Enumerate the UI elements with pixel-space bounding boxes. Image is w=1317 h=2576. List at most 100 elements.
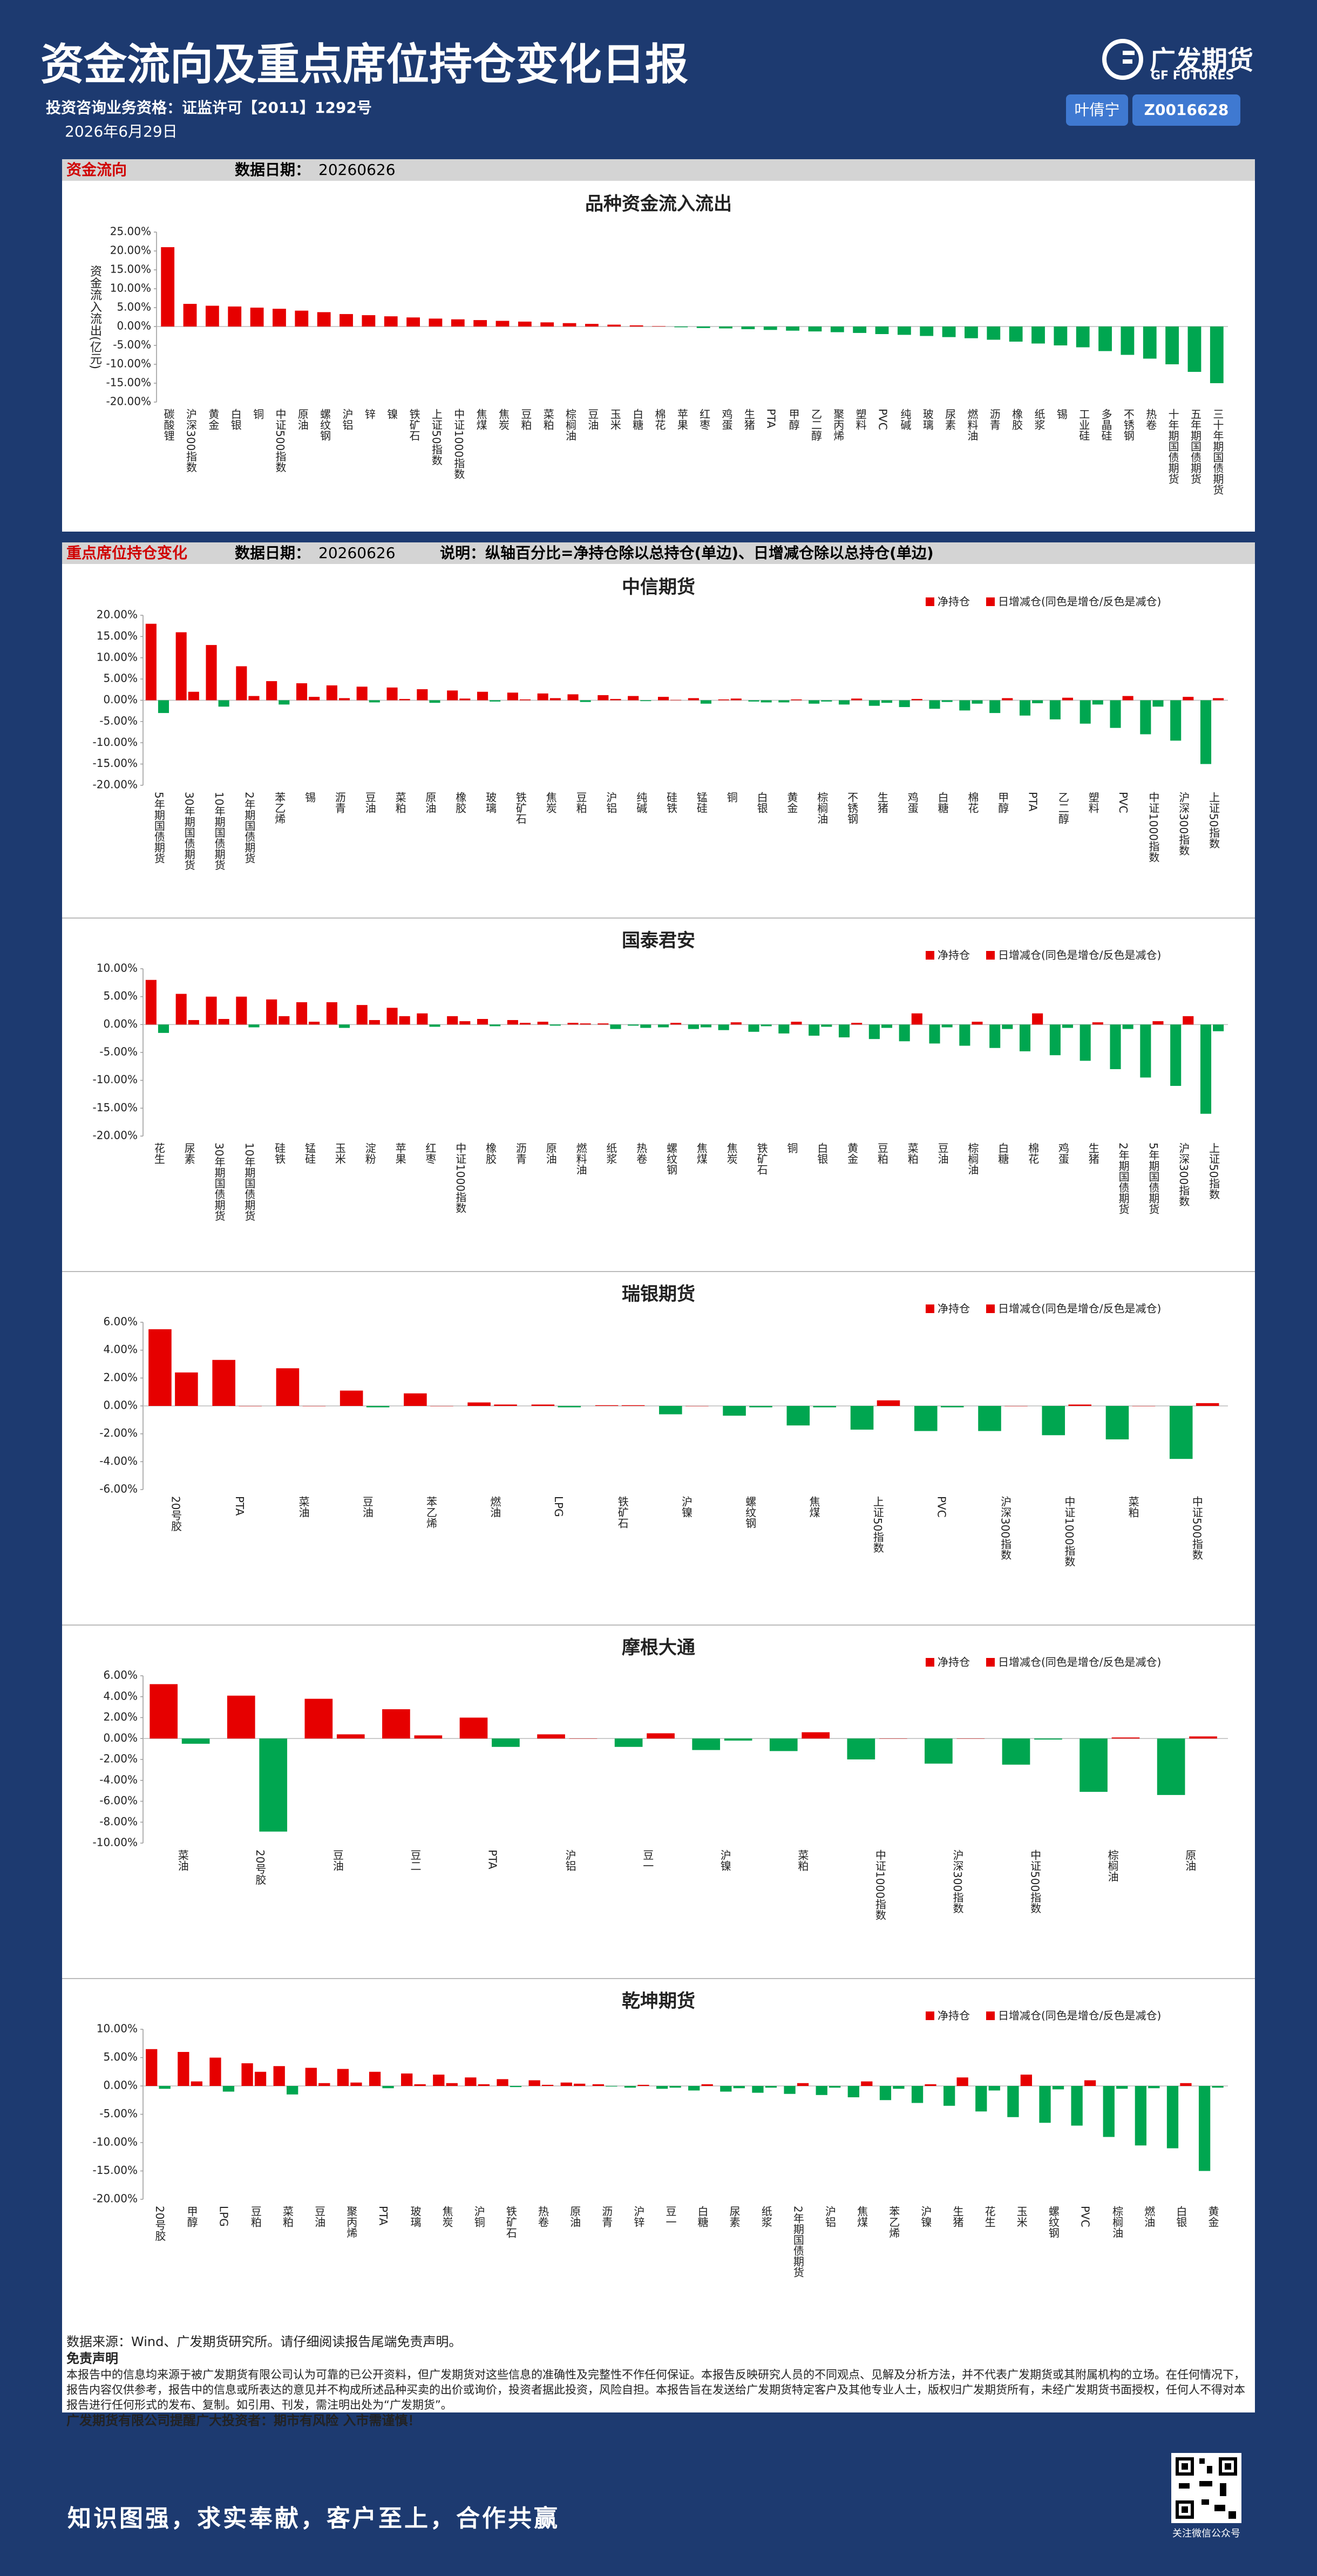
bar (228, 306, 242, 327)
x-tick-label: 5年期国债期货 (152, 792, 165, 864)
x-tick-label: PVC (877, 409, 890, 430)
bar (1080, 1738, 1108, 1792)
chart: 国泰君安 10.00% 5.00% 0.00% -5.00% -10.00% -15.00%… (62, 917, 1255, 1221)
y-tick-label: 0.00% (103, 1731, 138, 1744)
y-tick-label: -15.00% (106, 376, 151, 389)
x-tick-label: 玉米 (333, 1143, 346, 1164)
bar (749, 1406, 772, 1408)
bar (875, 327, 889, 334)
x-tick-label: 豆油 (363, 792, 376, 813)
x-tick-label: PTA (1027, 792, 1040, 812)
bar (494, 1404, 517, 1406)
bar (718, 699, 729, 701)
x-tick-label: 豆粕 (574, 792, 587, 813)
x-tick-label: 螺纹钢 (318, 409, 331, 441)
bar (1009, 327, 1023, 342)
x-tick-label: 乙二醇 (1056, 792, 1069, 824)
bar (1002, 1738, 1030, 1765)
bar (929, 1024, 940, 1044)
bar (1080, 1024, 1091, 1061)
x-tick-label: 不锈钢 (846, 792, 859, 824)
bar (769, 1738, 798, 1751)
bar (478, 2084, 490, 2086)
bar (637, 2084, 649, 2086)
bar (401, 2073, 413, 2086)
bar (178, 2052, 189, 2086)
x-tick-label: 中证1000指数 (454, 1143, 467, 1213)
bar (569, 1738, 598, 1739)
x-tick-label: 豆油 (313, 2206, 326, 2227)
bar (628, 696, 639, 701)
bar (175, 1372, 198, 1406)
y-tick-label: -10.00% (93, 736, 138, 749)
bar (851, 698, 863, 701)
bar (692, 1738, 721, 1750)
bar (784, 2086, 796, 2094)
bar (657, 1024, 669, 1028)
bar (1076, 327, 1090, 348)
x-tick-label: 棉花 (1027, 1143, 1040, 1164)
y-tick-label: -15.00% (93, 757, 138, 770)
x-tick-label: 生猪 (951, 2206, 964, 2227)
bar (305, 2068, 317, 2086)
x-tick-label: 焦炭 (544, 792, 557, 813)
bar (188, 691, 199, 701)
bar (1032, 1013, 1043, 1025)
y-tick-label: -5.00% (99, 1045, 138, 1058)
x-tick-label: 不锈钢 (1122, 409, 1135, 441)
bar (433, 2075, 445, 2086)
x-tick-label: 5年期国债期货 (1147, 1143, 1160, 1214)
x-tick-label: 棉花 (653, 409, 666, 430)
bar (847, 1738, 875, 1759)
bar (510, 2086, 522, 2088)
x-tick-label: 棕榈油 (966, 1143, 979, 1175)
bar (1084, 2080, 1096, 2086)
legend-swatch (926, 1304, 934, 1313)
bar (914, 1406, 938, 1431)
y-tick-label: 0.00% (103, 1399, 138, 1412)
bar (657, 697, 669, 701)
x-tick-label: 中证1000指数 (1147, 792, 1160, 862)
x-tick-label: 30年期国债期货 (182, 792, 195, 870)
x-tick-label: 上证50指数 (1207, 1143, 1220, 1200)
x-tick-label: 20号胶 (254, 1850, 267, 1885)
bar (1034, 1738, 1062, 1740)
bar (861, 2081, 873, 2086)
bar (592, 2084, 605, 2086)
bar (492, 1738, 520, 1747)
bar (838, 1024, 850, 1038)
x-tick-label: 20号胶 (153, 2206, 166, 2241)
bar (1166, 2086, 1179, 2149)
section-head: 资金流向 数据日期： 20260626 (62, 159, 1255, 181)
x-tick-label: 焦煤 (474, 409, 487, 430)
bar (473, 320, 487, 327)
legend-swatch (986, 1304, 995, 1313)
bar (338, 1024, 350, 1028)
x-tick-label: 白糖 (631, 409, 644, 430)
source: 数据来源：Wind、广发期货研究所。请仔细阅读报告尾端免责声明。 (66, 2334, 462, 2349)
bar (941, 700, 953, 702)
x-tick-label: PVC (1078, 2206, 1091, 2227)
report-title: 资金流向及重点席位持仓变化日报 (40, 39, 688, 90)
bar (1200, 700, 1212, 764)
analyst-id: Z0016628 (1132, 94, 1240, 126)
bar (761, 1024, 772, 1027)
bar (585, 324, 599, 327)
bar (700, 1024, 712, 1028)
legend-label: 日增减仓(同色是增仓/反色是减仓) (998, 2009, 1161, 2022)
bar (429, 318, 443, 327)
y-tick-label: 5.00% (103, 2050, 138, 2063)
x-tick-label: 中证1000指数 (1063, 1496, 1076, 1567)
bar (614, 1738, 643, 1747)
legend-label: 净持仓 (938, 2009, 970, 2022)
x-tick-label: 热卷 (536, 2206, 549, 2227)
x-tick-label: 焦炭 (440, 2206, 453, 2227)
x-tick-label: 沪铜 (472, 2206, 485, 2227)
y-tick-label: 15.00% (97, 629, 138, 642)
bar (724, 1738, 752, 1741)
x-tick-label: 中证500指数 (1190, 1496, 1203, 1560)
y-tick-label: 0.00% (117, 320, 151, 332)
bar (540, 322, 554, 327)
legend-label: 净持仓 (938, 595, 970, 608)
x-tick-label: 豆粕 (519, 409, 532, 430)
